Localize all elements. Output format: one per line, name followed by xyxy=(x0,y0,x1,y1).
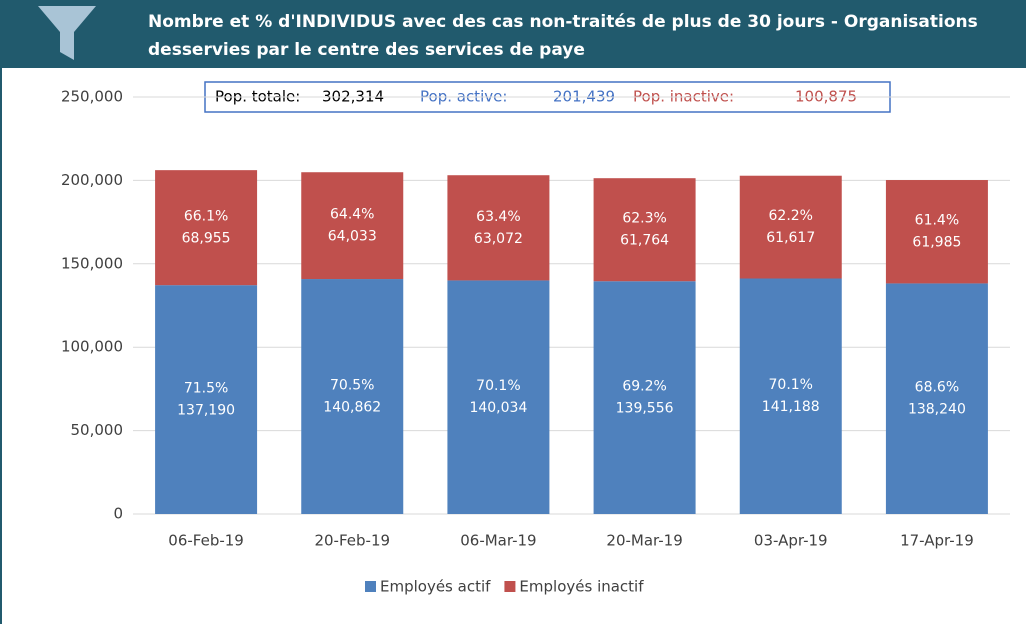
bar-segment xyxy=(593,178,696,282)
data-label: 141,188 xyxy=(762,399,820,415)
bar-segment xyxy=(447,175,550,281)
y-tick-label: 0 xyxy=(113,505,123,523)
percent-label: 70.1% xyxy=(476,378,520,394)
bar-segment xyxy=(447,280,550,514)
chart-title: desservies par le centre des services de… xyxy=(148,40,585,60)
percent-label: 70.1% xyxy=(769,377,813,393)
data-label: 140,862 xyxy=(323,400,381,416)
y-tick-label: 200,000 xyxy=(61,171,123,189)
data-label: 61,764 xyxy=(620,233,669,249)
percent-label: 62.3% xyxy=(622,211,666,227)
data-label: 63,072 xyxy=(474,231,523,247)
x-tick-label: 06-Feb-19 xyxy=(168,532,244,550)
data-label: 61,617 xyxy=(766,230,815,246)
bar-segment xyxy=(885,283,988,514)
percent-label: 66.1% xyxy=(184,209,228,225)
bar-segment xyxy=(155,285,258,514)
data-label: 68,955 xyxy=(182,231,231,247)
bar-segment xyxy=(885,180,988,284)
legend-swatch xyxy=(504,581,516,592)
legend-label: Employés inactif xyxy=(519,578,644,596)
data-label: 64,033 xyxy=(328,229,377,245)
x-tick-label: 17-Apr-19 xyxy=(900,532,974,550)
data-label: 137,190 xyxy=(177,403,235,419)
data-label: 61,985 xyxy=(912,235,961,251)
filter-icon[interactable] xyxy=(38,6,96,60)
y-tick-label: 250,000 xyxy=(61,88,123,106)
legend-swatch xyxy=(365,581,376,592)
chart-title: Nombre et % d'INDIVIDUS avec des cas non… xyxy=(148,12,978,32)
percent-label: 64.4% xyxy=(330,207,374,223)
percent-label: 71.5% xyxy=(184,381,228,397)
percent-label: 63.4% xyxy=(476,209,520,225)
header-band xyxy=(0,0,1026,68)
bar-segment xyxy=(301,279,404,514)
x-tick-label: 03-Apr-19 xyxy=(754,532,828,550)
bar-segment xyxy=(155,170,258,286)
y-tick-label: 150,000 xyxy=(61,254,123,272)
x-tick-label: 20-Feb-19 xyxy=(314,532,390,550)
x-tick-label: 06-Mar-19 xyxy=(460,532,536,550)
y-tick-label: 50,000 xyxy=(71,421,124,439)
bar-segment xyxy=(739,175,842,279)
x-tick-label: 20-Mar-19 xyxy=(606,532,682,550)
bar-segment xyxy=(739,278,842,514)
data-label: 139,556 xyxy=(616,401,674,417)
percent-label: 61.4% xyxy=(915,213,959,229)
percent-label: 68.6% xyxy=(915,380,959,396)
percent-label: 69.2% xyxy=(622,379,666,395)
data-label: 138,240 xyxy=(908,402,966,418)
bar-segment xyxy=(593,281,696,514)
bar-segment xyxy=(301,172,404,280)
percent-label: 62.2% xyxy=(769,208,813,224)
data-label: 140,034 xyxy=(469,400,527,416)
y-tick-label: 100,000 xyxy=(61,338,123,356)
legend-label: Employés actif xyxy=(380,578,491,596)
percent-label: 70.5% xyxy=(330,378,374,394)
